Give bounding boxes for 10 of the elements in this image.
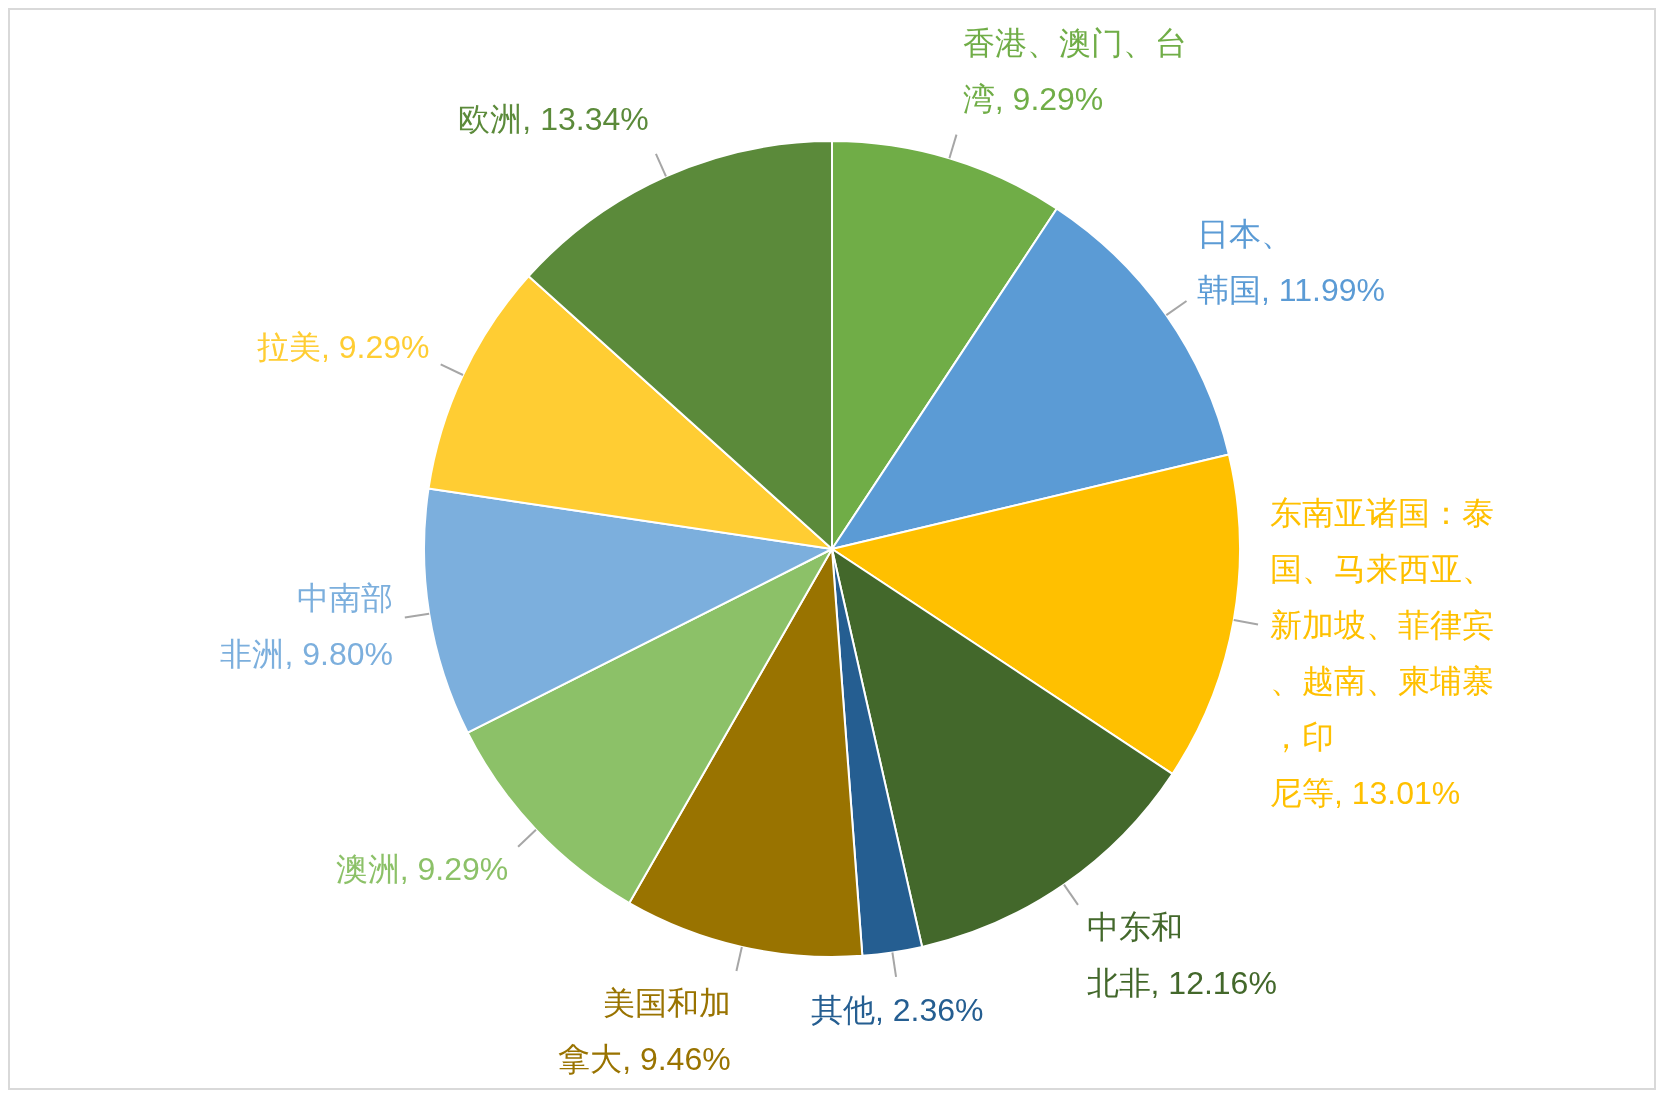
slice-label: 拉美, 9.29% (256, 328, 430, 365)
slice-label: 香港、澳门、台湾, 9.29% (962, 25, 1187, 118)
slice-label: 澳洲, 9.29% (335, 851, 509, 888)
slice-label: 其他, 2.36% (810, 992, 984, 1029)
slice-label: 中东和北非, 12.16% (1086, 909, 1277, 1002)
slice-label: 日本、韩国, 11.99% (1197, 216, 1386, 309)
slice-label: 美国和加拿大, 9.46% (558, 985, 731, 1078)
slice-label: 东南亚诸国：泰国、马来西亚、新加坡、菲律宾、越南、柬埔寨，印尼等, 13.01% (1269, 494, 1494, 811)
slice-label: 欧洲, 13.34% (458, 100, 649, 137)
slice-label: 中南部非洲, 9.80% (220, 579, 393, 672)
